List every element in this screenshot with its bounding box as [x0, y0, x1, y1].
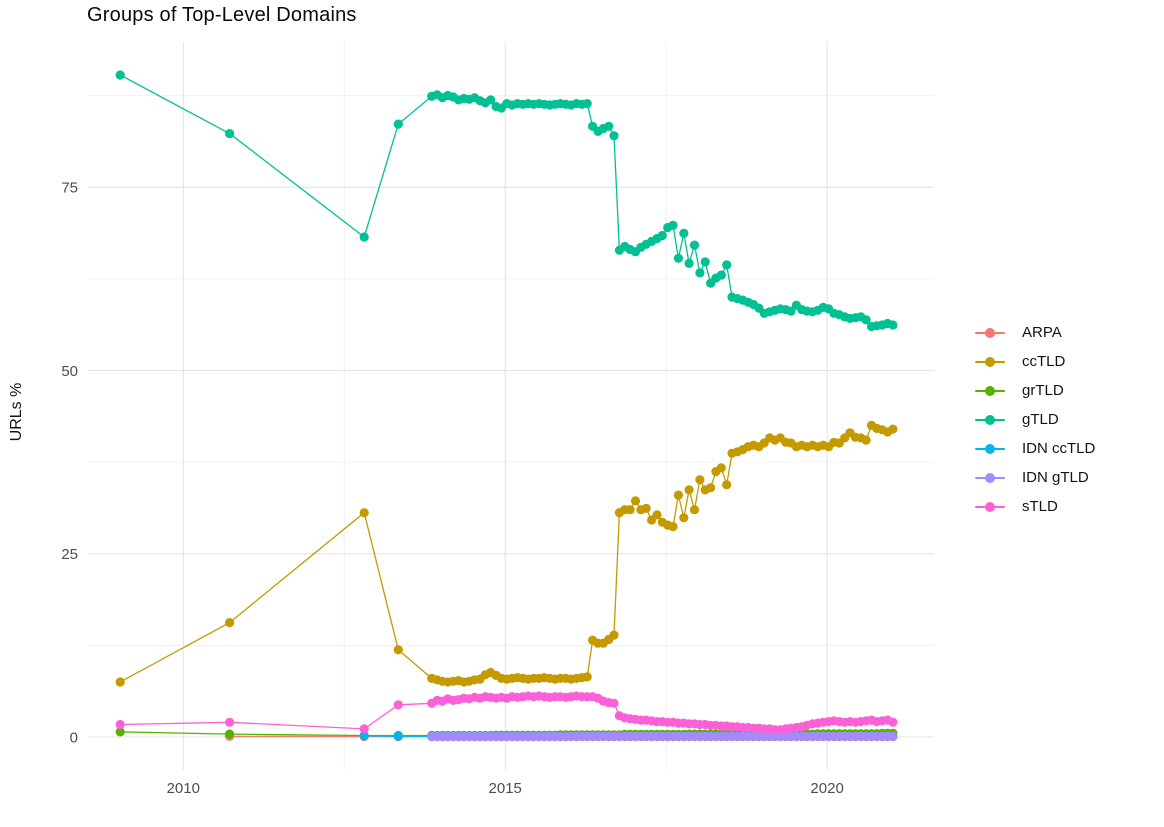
- data-point: [393, 119, 403, 129]
- legend-key-icon: [975, 501, 1005, 513]
- y-tick-label: 25: [61, 546, 78, 563]
- data-point: [888, 717, 898, 727]
- legend-item-arpa: ARPA: [975, 318, 1095, 347]
- legend-item-idn-gtld: IDN gTLD: [975, 463, 1095, 492]
- data-point: [706, 483, 716, 493]
- data-point: [668, 522, 678, 532]
- y-tick-label: 50: [61, 363, 78, 380]
- y-tick-label: 75: [61, 180, 78, 197]
- legend-item-cctld: ccTLD: [975, 347, 1095, 376]
- data-point: [225, 129, 235, 139]
- x-tick-label: 2010: [167, 780, 200, 797]
- legend-key-icon: [975, 327, 1005, 339]
- series-gtld-points: [115, 70, 898, 332]
- data-point: [722, 260, 732, 270]
- legend-key-icon: [975, 385, 1005, 397]
- legend-key-icon: [975, 472, 1005, 484]
- legend-label: grTLD: [1022, 382, 1064, 399]
- data-point: [393, 731, 403, 741]
- data-point: [582, 672, 592, 682]
- data-point: [582, 99, 592, 109]
- data-point: [888, 320, 898, 330]
- data-point: [786, 306, 796, 316]
- data-point: [225, 618, 235, 628]
- data-point: [486, 95, 496, 105]
- data-point: [668, 220, 678, 230]
- series-cctld-points: [115, 420, 898, 687]
- legend-key-icon: [975, 414, 1005, 426]
- data-point: [225, 729, 235, 739]
- data-point: [695, 268, 705, 278]
- series-stld-points: [115, 691, 898, 735]
- data-point: [716, 270, 726, 280]
- data-point: [359, 724, 369, 734]
- data-point: [652, 510, 662, 520]
- data-point: [861, 435, 871, 445]
- legend-label: IDN gTLD: [1022, 469, 1089, 486]
- series-idn-gtld-points: [427, 731, 898, 742]
- data-point: [722, 480, 732, 490]
- data-point: [641, 503, 651, 513]
- legend-item-stld: sTLD: [975, 492, 1095, 521]
- data-point: [609, 131, 619, 141]
- data-point: [393, 700, 403, 710]
- data-point: [359, 731, 369, 741]
- legend: ARPA ccTLD grTLD gTLD IDN ccTLD IDN gTLD…: [975, 318, 1095, 521]
- data-point: [679, 228, 689, 238]
- data-point: [657, 230, 667, 241]
- data-point: [861, 315, 871, 325]
- data-point: [673, 253, 684, 263]
- data-point: [684, 258, 694, 268]
- data-point: [609, 630, 619, 640]
- data-point: [393, 645, 403, 655]
- legend-label: ccTLD: [1022, 353, 1066, 370]
- legend-label: sTLD: [1022, 498, 1058, 515]
- data-point: [359, 232, 369, 242]
- data-point: [888, 424, 898, 434]
- legend-key-icon: [975, 356, 1005, 368]
- data-point: [689, 240, 700, 250]
- legend-label: gTLD: [1022, 411, 1059, 428]
- legend-item-idn-cctld: IDN ccTLD: [975, 434, 1095, 463]
- data-point: [695, 475, 705, 485]
- legend-key-icon: [975, 443, 1005, 455]
- data-point: [115, 719, 125, 730]
- data-point: [359, 508, 369, 518]
- data-point: [700, 257, 710, 267]
- x-tick-label: 2020: [810, 780, 843, 797]
- data-point: [716, 463, 726, 473]
- y-tick-label: 0: [70, 730, 78, 747]
- data-point: [115, 677, 125, 687]
- series-gtld-line: [119, 74, 894, 328]
- x-tick-label: 2015: [489, 780, 522, 797]
- data-point: [604, 121, 614, 131]
- data-point: [888, 731, 898, 741]
- data-point: [115, 70, 125, 80]
- data-point: [689, 505, 700, 515]
- data-point: [679, 513, 689, 523]
- data-point: [684, 485, 694, 495]
- legend-label: IDN ccTLD: [1022, 440, 1096, 457]
- legend-item-gtld: gTLD: [975, 405, 1095, 434]
- legend-item-grtld: grTLD: [975, 376, 1095, 405]
- data-point: [115, 727, 125, 737]
- y-axis-title: URLs %: [8, 382, 25, 442]
- data-point: [609, 698, 619, 708]
- data-point: [630, 496, 641, 506]
- data-point: [225, 717, 235, 727]
- legend-label: ARPA: [1022, 324, 1062, 341]
- data-point: [625, 505, 635, 515]
- data-point: [673, 490, 684, 500]
- chart-title: Groups of Top-Level Domains: [87, 4, 357, 26]
